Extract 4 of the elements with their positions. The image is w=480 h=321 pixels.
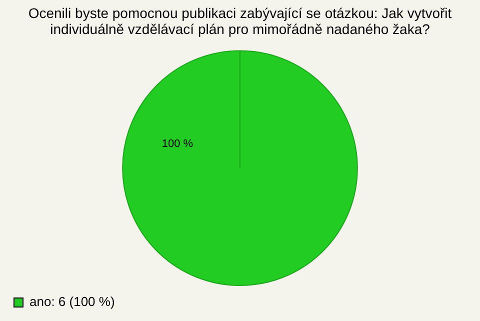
- data-label: 100 %: [162, 138, 194, 150]
- legend-label: ano: 6 (100 %): [30, 294, 115, 310]
- text: Ocenili byste pomocnou publikaci zabývající se otázkou: Jak vytvořit: [28, 4, 452, 21]
- text: individuálně vzdělávací plán pro mimořádně nadaného žaka?: [50, 21, 430, 38]
